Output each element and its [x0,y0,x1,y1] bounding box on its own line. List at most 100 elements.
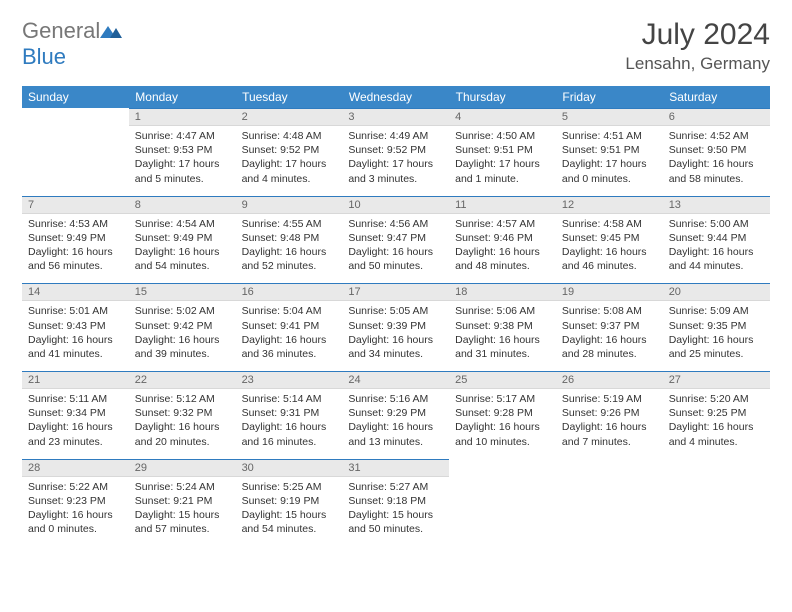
sunrise-line: Sunrise: 5:11 AM [28,392,123,406]
day-cell: 14Sunrise: 5:01 AMSunset: 9:43 PMDayligh… [22,283,129,371]
sunrise-line: Sunrise: 4:47 AM [135,129,230,143]
daylight-line: Daylight: 16 hours and 25 minutes. [669,333,764,361]
day-number: 8 [129,197,236,214]
day-cell: 30Sunrise: 5:25 AMSunset: 9:19 PMDayligh… [236,459,343,547]
day-cell: 2Sunrise: 4:48 AMSunset: 9:52 PMDaylight… [236,108,343,196]
daylight-line: Daylight: 16 hours and 13 minutes. [348,420,443,448]
day-number: 10 [342,197,449,214]
day-body: Sunrise: 5:19 AMSunset: 9:26 PMDaylight:… [556,389,663,459]
brand-logo-icon [100,22,122,38]
day-body: Sunrise: 5:04 AMSunset: 9:41 PMDaylight:… [236,301,343,371]
day-cell: 5Sunrise: 4:51 AMSunset: 9:51 PMDaylight… [556,108,663,196]
day-body: Sunrise: 5:09 AMSunset: 9:35 PMDaylight:… [663,301,770,371]
day-number: 31 [342,460,449,477]
sunrise-line: Sunrise: 5:19 AM [562,392,657,406]
sunset-line: Sunset: 9:53 PM [135,143,230,157]
sunrise-line: Sunrise: 4:54 AM [135,217,230,231]
day-number: 7 [22,197,129,214]
sunset-line: Sunset: 9:18 PM [348,494,443,508]
day-number: 11 [449,197,556,214]
day-cell: 6Sunrise: 4:52 AMSunset: 9:50 PMDaylight… [663,108,770,196]
day-number: 28 [22,460,129,477]
day-body: Sunrise: 4:53 AMSunset: 9:49 PMDaylight:… [22,214,129,284]
day-body: Sunrise: 5:17 AMSunset: 9:28 PMDaylight:… [449,389,556,459]
calendar-body: 1Sunrise: 4:47 AMSunset: 9:53 PMDaylight… [22,108,770,546]
day-cell [449,459,556,547]
day-cell: 9Sunrise: 4:55 AMSunset: 9:48 PMDaylight… [236,196,343,284]
day-number: 4 [449,109,556,126]
day-body: Sunrise: 4:47 AMSunset: 9:53 PMDaylight:… [129,126,236,196]
day-body: Sunrise: 5:25 AMSunset: 9:19 PMDaylight:… [236,477,343,547]
sunset-line: Sunset: 9:52 PM [348,143,443,157]
brand-name-gray: General [22,18,100,43]
sunrise-line: Sunrise: 5:17 AM [455,392,550,406]
sunrise-line: Sunrise: 5:20 AM [669,392,764,406]
daylight-line: Daylight: 16 hours and 50 minutes. [348,245,443,273]
sunset-line: Sunset: 9:39 PM [348,319,443,333]
page-header: General Blue July 2024 Lensahn, Germany [22,18,770,74]
day-body: Sunrise: 4:48 AMSunset: 9:52 PMDaylight:… [236,126,343,196]
day-number: 2 [236,109,343,126]
day-body: Sunrise: 4:50 AMSunset: 9:51 PMDaylight:… [449,126,556,196]
day-cell: 8Sunrise: 4:54 AMSunset: 9:49 PMDaylight… [129,196,236,284]
day-body: Sunrise: 4:56 AMSunset: 9:47 PMDaylight:… [342,214,449,284]
day-body: Sunrise: 4:51 AMSunset: 9:51 PMDaylight:… [556,126,663,196]
day-body: Sunrise: 5:02 AMSunset: 9:42 PMDaylight:… [129,301,236,371]
sunrise-line: Sunrise: 4:49 AM [348,129,443,143]
day-cell: 28Sunrise: 5:22 AMSunset: 9:23 PMDayligh… [22,459,129,547]
day-body: Sunrise: 5:27 AMSunset: 9:18 PMDaylight:… [342,477,449,547]
sunrise-line: Sunrise: 5:01 AM [28,304,123,318]
day-body: Sunrise: 4:52 AMSunset: 9:50 PMDaylight:… [663,126,770,196]
day-number: 30 [236,460,343,477]
sunrise-line: Sunrise: 5:22 AM [28,480,123,494]
sunset-line: Sunset: 9:50 PM [669,143,764,157]
day-cell: 24Sunrise: 5:16 AMSunset: 9:29 PMDayligh… [342,371,449,459]
day-header: Sunday [22,86,129,108]
daylight-line: Daylight: 16 hours and 4 minutes. [669,420,764,448]
calendar-table: SundayMondayTuesdayWednesdayThursdayFrid… [22,86,770,546]
sunrise-line: Sunrise: 4:48 AM [242,129,337,143]
day-cell: 4Sunrise: 4:50 AMSunset: 9:51 PMDaylight… [449,108,556,196]
sunrise-line: Sunrise: 5:08 AM [562,304,657,318]
daylight-line: Daylight: 16 hours and 48 minutes. [455,245,550,273]
day-body: Sunrise: 5:11 AMSunset: 9:34 PMDaylight:… [22,389,129,459]
sunrise-line: Sunrise: 5:27 AM [348,480,443,494]
sunset-line: Sunset: 9:32 PM [135,406,230,420]
sunset-line: Sunset: 9:43 PM [28,319,123,333]
sunset-line: Sunset: 9:34 PM [28,406,123,420]
daylight-line: Daylight: 16 hours and 44 minutes. [669,245,764,273]
sunset-line: Sunset: 9:25 PM [669,406,764,420]
daylight-line: Daylight: 16 hours and 36 minutes. [242,333,337,361]
day-header: Thursday [449,86,556,108]
daylight-line: Daylight: 15 hours and 50 minutes. [348,508,443,536]
sunset-line: Sunset: 9:26 PM [562,406,657,420]
day-body: Sunrise: 4:49 AMSunset: 9:52 PMDaylight:… [342,126,449,196]
day-body: Sunrise: 5:12 AMSunset: 9:32 PMDaylight:… [129,389,236,459]
sunset-line: Sunset: 9:29 PM [348,406,443,420]
day-body: Sunrise: 4:55 AMSunset: 9:48 PMDaylight:… [236,214,343,284]
sunrise-line: Sunrise: 5:06 AM [455,304,550,318]
daylight-line: Daylight: 16 hours and 39 minutes. [135,333,230,361]
week-row: 14Sunrise: 5:01 AMSunset: 9:43 PMDayligh… [22,283,770,371]
day-number: 26 [556,372,663,389]
day-body: Sunrise: 4:57 AMSunset: 9:46 PMDaylight:… [449,214,556,284]
sunrise-line: Sunrise: 4:58 AM [562,217,657,231]
daylight-line: Daylight: 16 hours and 54 minutes. [135,245,230,273]
day-header: Wednesday [342,86,449,108]
day-number: 15 [129,284,236,301]
day-cell: 17Sunrise: 5:05 AMSunset: 9:39 PMDayligh… [342,283,449,371]
sunset-line: Sunset: 9:21 PM [135,494,230,508]
day-number: 12 [556,197,663,214]
daylight-line: Daylight: 17 hours and 3 minutes. [348,157,443,185]
sunrise-line: Sunrise: 5:12 AM [135,392,230,406]
day-number: 16 [236,284,343,301]
day-number: 21 [22,372,129,389]
sunrise-line: Sunrise: 5:25 AM [242,480,337,494]
sunrise-line: Sunrise: 5:05 AM [348,304,443,318]
day-number: 18 [449,284,556,301]
daylight-line: Daylight: 16 hours and 7 minutes. [562,420,657,448]
day-number: 13 [663,197,770,214]
day-cell: 26Sunrise: 5:19 AMSunset: 9:26 PMDayligh… [556,371,663,459]
daylight-line: Daylight: 15 hours and 57 minutes. [135,508,230,536]
day-body: Sunrise: 5:24 AMSunset: 9:21 PMDaylight:… [129,477,236,547]
